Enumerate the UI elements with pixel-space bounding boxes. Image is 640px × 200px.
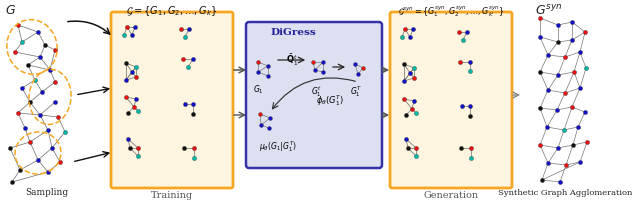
Text: $G_1^t$: $G_1^t$ <box>310 84 321 98</box>
Text: $G^{syn}$: $G^{syn}$ <box>535 4 562 18</box>
FancyBboxPatch shape <box>390 13 512 188</box>
Text: $G_1^T$: $G_1^T$ <box>350 84 362 98</box>
Text: $\mathcal{G} = \{G_1, G_2, \ldots, G_k\}$: $\mathcal{G} = \{G_1, G_2, \ldots, G_k\}… <box>126 4 218 18</box>
Text: $\bar{\mathbf{Q}}_1^t$: $\bar{\mathbf{Q}}_1^t$ <box>286 53 298 68</box>
FancyBboxPatch shape <box>111 13 233 188</box>
Text: Sampling: Sampling <box>26 187 68 196</box>
Text: $\mathcal{G}^{syn} = \{G_1^{syn}, G_2^{syn}, \ldots, G_{k'}^{syn}\}$: $\mathcal{G}^{syn} = \{G_1^{syn}, G_2^{s… <box>397 4 504 19</box>
Text: $G_1$: $G_1$ <box>253 84 264 96</box>
Text: $\phi_\theta(G_1^T)$: $\phi_\theta(G_1^T)$ <box>316 93 344 107</box>
FancyBboxPatch shape <box>246 23 382 168</box>
Text: Synthetic Graph Agglomeration: Synthetic Graph Agglomeration <box>498 188 632 196</box>
Text: DiGress: DiGress <box>270 28 316 37</box>
Text: Generation: Generation <box>424 190 479 199</box>
Text: Training: Training <box>151 190 193 199</box>
Text: $G$: $G$ <box>5 4 16 17</box>
Text: $\mu_\theta(G_1|G_1^T)$: $\mu_\theta(G_1|G_1^T)$ <box>259 138 297 153</box>
